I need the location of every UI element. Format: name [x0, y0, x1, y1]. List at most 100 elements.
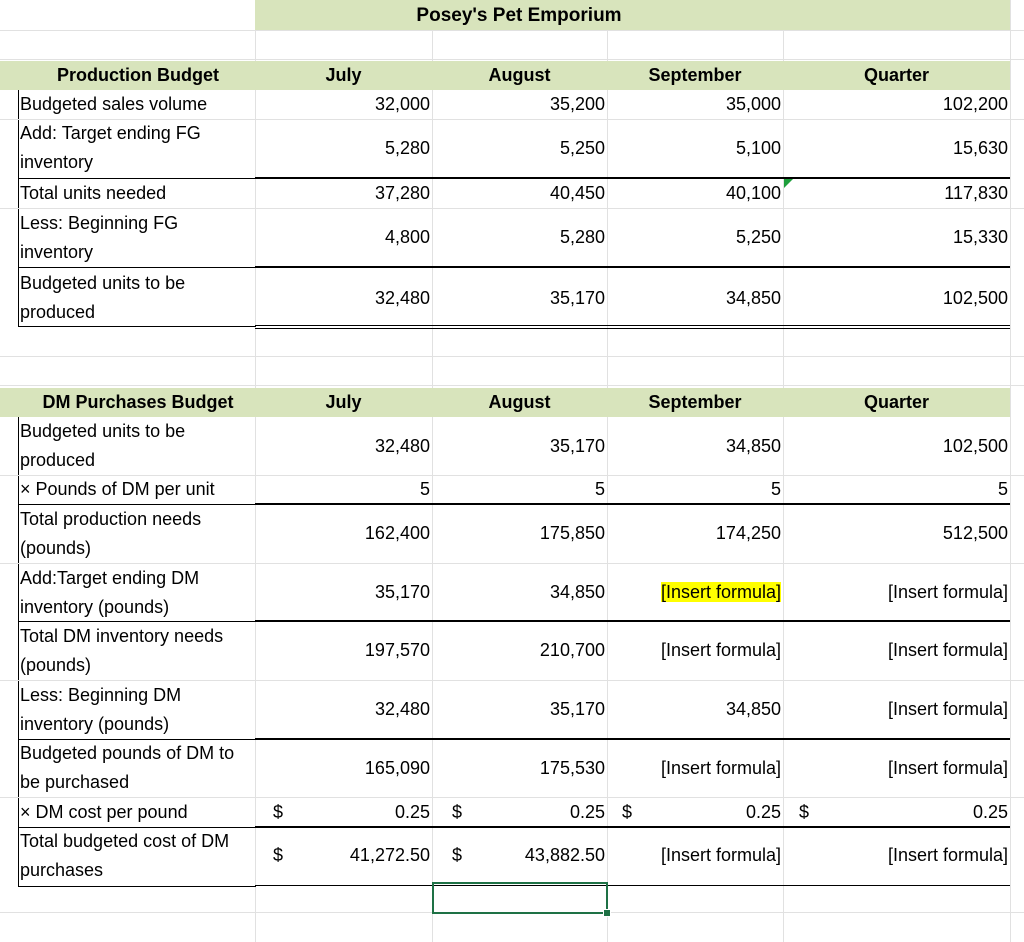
production-cell[interactable]: 32,480	[374, 288, 430, 308]
active-cell-selection[interactable]	[432, 882, 608, 914]
dm-header-august[interactable]: August	[488, 392, 551, 412]
currency-symbol: $	[622, 802, 633, 822]
dm-row-label[interactable]: Total DM inventory needs (pounds)	[20, 626, 224, 675]
dm-cell[interactable]: [Insert formula]	[660, 845, 781, 865]
dm-cell[interactable]: 0.25	[972, 802, 1008, 822]
production-cell[interactable]: 102,200	[942, 94, 1008, 114]
double-rule	[255, 885, 1010, 886]
dm-cell[interactable]: 5	[997, 479, 1008, 499]
dm-cell[interactable]: 175,850	[539, 523, 605, 543]
production-cell[interactable]: 117,830	[944, 183, 1008, 203]
production-cell[interactable]: 35,200	[549, 94, 605, 114]
dm-cell[interactable]: 162,400	[364, 523, 430, 543]
row-border	[18, 739, 256, 740]
dm-row-label[interactable]: Budgeted units to be produced	[20, 421, 186, 470]
dm-cell[interactable]: 35,170	[549, 436, 605, 456]
dm-cell[interactable]: 0.25	[745, 802, 781, 822]
dm-cell[interactable]: 34,850	[549, 582, 605, 602]
dm-row-label[interactable]: Total production needs (pounds)	[20, 509, 202, 558]
row-border	[18, 267, 256, 268]
dm-header-title[interactable]: DM Purchases Budget	[42, 392, 234, 412]
dm-cell[interactable]: 512,500	[942, 523, 1008, 543]
subtotal-rule	[255, 177, 1010, 179]
production-cell[interactable]: 37,280	[374, 183, 430, 203]
production-cell[interactable]: 34,850	[725, 288, 781, 308]
row-border	[18, 178, 256, 179]
dm-cell[interactable]: 175,530	[539, 758, 605, 778]
production-row-label[interactable]: Less: Beginning FG inventory	[20, 213, 179, 262]
dm-header-september[interactable]: September	[648, 392, 742, 412]
grid-column-line	[607, 0, 608, 942]
production-header-title[interactable]: Production Budget	[57, 65, 219, 85]
production-cell[interactable]: 35,170	[549, 288, 605, 308]
production-row-label[interactable]: Total units needed	[20, 183, 167, 203]
dm-cell[interactable]: 32,480	[374, 436, 430, 456]
production-cell[interactable]: 4,800	[384, 227, 430, 247]
production-cell[interactable]: 5,280	[559, 227, 605, 247]
production-cell[interactable]: 5,100	[735, 138, 781, 158]
dm-cell[interactable]: 165,090	[364, 758, 430, 778]
production-cell[interactable]: 102,500	[942, 288, 1008, 308]
dm-cell[interactable]: [Insert formula]	[660, 640, 781, 660]
dm-cell[interactable]: [Insert formula]	[660, 758, 781, 778]
dm-header-july[interactable]: July	[325, 392, 362, 412]
dm-cell-highlighted[interactable]: [Insert formula]	[607, 578, 781, 607]
production-header-july[interactable]: July	[325, 65, 362, 85]
comment-indicator-icon[interactable]	[784, 179, 793, 188]
dm-cell[interactable]: 5	[594, 479, 605, 499]
production-row-label[interactable]: Budgeted units to be produced	[20, 273, 186, 322]
insert-formula-highlight: [Insert formula]	[660, 582, 781, 602]
dm-cell[interactable]: 197,570	[364, 640, 430, 660]
dm-cell[interactable]: 210,700	[539, 640, 605, 660]
dm-cell[interactable]: 32,480	[374, 699, 430, 719]
dm-cell[interactable]: 34,850	[725, 436, 781, 456]
dm-cell[interactable]: 5	[419, 479, 430, 499]
dm-cell[interactable]: 41,272.50	[349, 845, 430, 865]
dm-cell[interactable]: 174,250	[715, 523, 781, 543]
production-cell[interactable]: 35,000	[725, 94, 781, 114]
currency-symbol: $	[452, 802, 463, 822]
dm-cell[interactable]: 43,882.50	[524, 845, 605, 865]
production-cell[interactable]: 40,100	[725, 183, 781, 203]
production-cell[interactable]: 15,630	[952, 138, 1008, 158]
production-cell[interactable]: 32,000	[374, 94, 430, 114]
dm-cell[interactable]: [Insert formula]	[887, 758, 1008, 778]
sheet-title[interactable]: Posey's Pet Emporium	[416, 5, 622, 26]
subtotal-rule	[255, 620, 1010, 622]
dm-header-band	[0, 388, 1010, 417]
dm-cell[interactable]: 35,170	[374, 582, 430, 602]
dm-cell[interactable]: 0.25	[394, 802, 430, 822]
dm-row-label[interactable]: Total budgeted cost of DM purchases	[20, 831, 230, 880]
dm-header-quarter[interactable]: Quarter	[863, 392, 930, 412]
dm-row-label[interactable]: × Pounds of DM per unit	[20, 479, 215, 499]
production-header-quarter[interactable]: Quarter	[863, 65, 930, 85]
dm-cell[interactable]: 34,850	[725, 699, 781, 719]
production-header-august[interactable]: August	[488, 65, 551, 85]
production-cell[interactable]: 5,250	[735, 227, 781, 247]
dm-cell[interactable]: [Insert formula]	[887, 845, 1008, 865]
fill-handle[interactable]	[603, 909, 611, 917]
dm-row-label[interactable]: Less: Beginning DM inventory (pounds)	[20, 685, 182, 734]
production-row-label[interactable]: Add: Target ending FG inventory	[20, 123, 201, 172]
grid-row-line	[0, 59, 1024, 60]
dm-cell[interactable]: 35,170	[549, 699, 605, 719]
dm-row-label[interactable]: Add:Target ending DM inventory (pounds)	[20, 568, 200, 617]
dm-cell[interactable]: 0.25	[569, 802, 605, 822]
dm-row-label[interactable]: Budgeted pounds of DM to be purchased	[20, 743, 235, 792]
dm-cell[interactable]: [Insert formula]	[887, 699, 1008, 719]
dm-cell[interactable]: 102,500	[942, 436, 1008, 456]
row-border	[18, 886, 256, 887]
production-cell[interactable]: 40,450	[549, 183, 605, 203]
dm-cell[interactable]: [Insert formula]	[887, 640, 1008, 660]
dm-cell[interactable]: 5	[770, 479, 781, 499]
production-row-label[interactable]: Budgeted sales volume	[20, 94, 208, 114]
dm-cell[interactable]: [Insert formula]	[887, 582, 1008, 602]
production-header-september[interactable]: September	[648, 65, 742, 85]
production-cell[interactable]: 5,250	[559, 138, 605, 158]
currency-symbol: $	[799, 802, 810, 822]
production-cell[interactable]: 15,330	[952, 227, 1008, 247]
dm-row-label[interactable]: × DM cost per pound	[20, 802, 188, 822]
production-cell[interactable]: 5,280	[384, 138, 430, 158]
subtotal-rule	[255, 266, 1010, 268]
